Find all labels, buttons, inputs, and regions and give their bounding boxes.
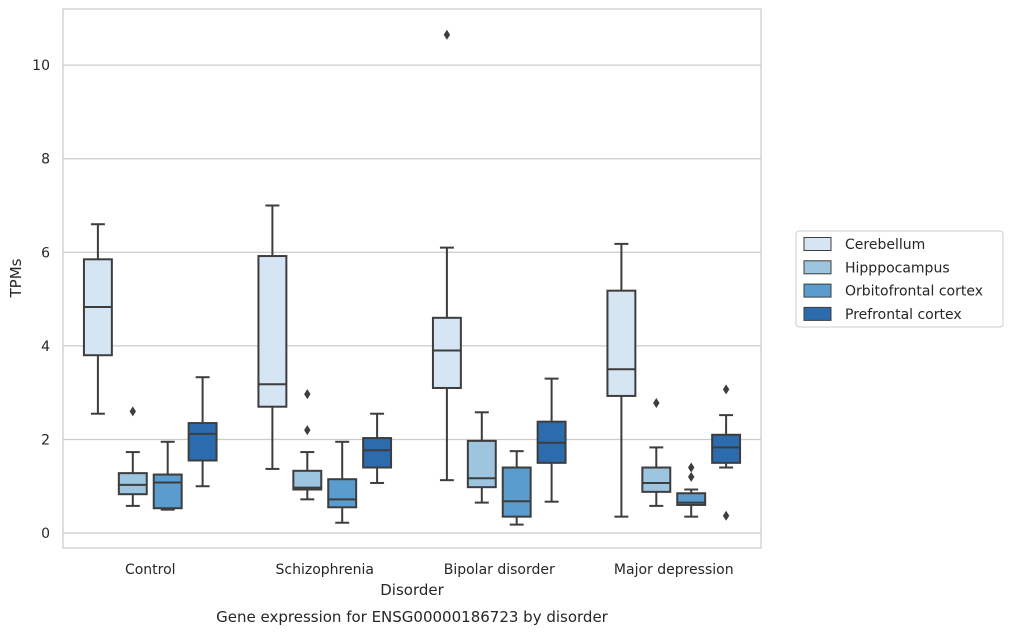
- legend-swatch: [803, 260, 832, 275]
- legend-label: Prefrontal cortex: [845, 307, 962, 323]
- plot-background: [63, 9, 761, 548]
- box-iqr: [676, 492, 707, 506]
- y-tick-label: 4: [41, 339, 50, 355]
- box-prefrontal-cortex: [711, 384, 742, 521]
- legend-frame: [795, 230, 1004, 328]
- legend-swatch: [803, 283, 832, 298]
- legend-swatch: [803, 306, 832, 321]
- box-iqr: [641, 466, 672, 493]
- box-iqr: [606, 289, 637, 397]
- box-iqr: [362, 437, 393, 469]
- outlier-point: [688, 462, 695, 473]
- box-iqr: [711, 433, 742, 464]
- x-axis-title: Disorder: [380, 581, 444, 599]
- legend-label: Hipppocampus: [845, 260, 950, 276]
- box-orbitofrontal-cortex: [152, 440, 183, 511]
- box-cerebellum: [606, 242, 637, 518]
- y-tick-label: 2: [41, 432, 50, 448]
- outlier-point: [653, 397, 660, 408]
- outlier-point: [443, 29, 451, 40]
- legend-label: Orbitofrontal cortex: [845, 284, 983, 300]
- box-hipppocampus: [466, 411, 497, 504]
- boxes-layer: [82, 29, 742, 526]
- box-prefrontal-cortex: [187, 376, 218, 488]
- box-iqr: [466, 439, 497, 489]
- outlier-point: [304, 389, 311, 400]
- y-tick-label: 10: [32, 58, 50, 74]
- y-axis-title: TPMs: [7, 258, 25, 298]
- box-iqr: [152, 473, 183, 510]
- legend: Cerebellum Hipppocampus Orbitofrontal cort…: [795, 230, 1004, 328]
- x-tick-label: Control: [125, 562, 176, 578]
- x-tick-label: Schizophrenia: [276, 562, 374, 578]
- box-iqr: [292, 469, 323, 491]
- box-iqr: [327, 478, 358, 509]
- box-hipppocampus: [641, 397, 672, 507]
- y-tick-labels: 0 2 4 6 8 10: [32, 58, 50, 542]
- box-prefrontal-cortex: [362, 412, 393, 484]
- box-orbitofrontal-cortex: [327, 440, 358, 524]
- outlier-point: [304, 425, 311, 436]
- box-iqr: [431, 316, 462, 389]
- outlier-point: [722, 510, 730, 521]
- box-iqr: [501, 466, 532, 518]
- plot-frame: [62, 8, 762, 549]
- outlier-point: [722, 384, 730, 395]
- box-orbitofrontal-cortex: [501, 450, 532, 526]
- gridlines: [63, 64, 761, 534]
- x-tick-label: Major depression: [614, 562, 734, 578]
- box-cerebellum: [82, 223, 113, 415]
- box-orbitofrontal-cortex: [676, 462, 707, 518]
- box-hipppocampus: [292, 389, 323, 501]
- legend-swatch: [803, 237, 832, 251]
- box-cerebellum: [431, 29, 462, 482]
- box-iqr: [257, 255, 288, 408]
- x-tick-labels: Control Schizophrenia Bipolar disorder Majo…: [125, 562, 734, 578]
- box-hipppocampus: [117, 406, 148, 507]
- outlier-point: [129, 406, 136, 417]
- box-iqr: [187, 422, 218, 462]
- chart-caption: Gene expression for ENSG00000186723 by d…: [216, 608, 609, 626]
- box-prefrontal-cortex: [536, 377, 567, 503]
- x-tick-label: Bipolar disorder: [444, 562, 555, 578]
- y-tick-label: 8: [41, 152, 50, 168]
- legend-label: Cerebellum: [845, 237, 925, 253]
- y-tick-label: 6: [41, 245, 50, 261]
- box-cerebellum: [257, 204, 288, 470]
- y-tick-label: 0: [41, 526, 50, 542]
- box-iqr: [117, 472, 148, 496]
- outlier-point: [688, 471, 695, 482]
